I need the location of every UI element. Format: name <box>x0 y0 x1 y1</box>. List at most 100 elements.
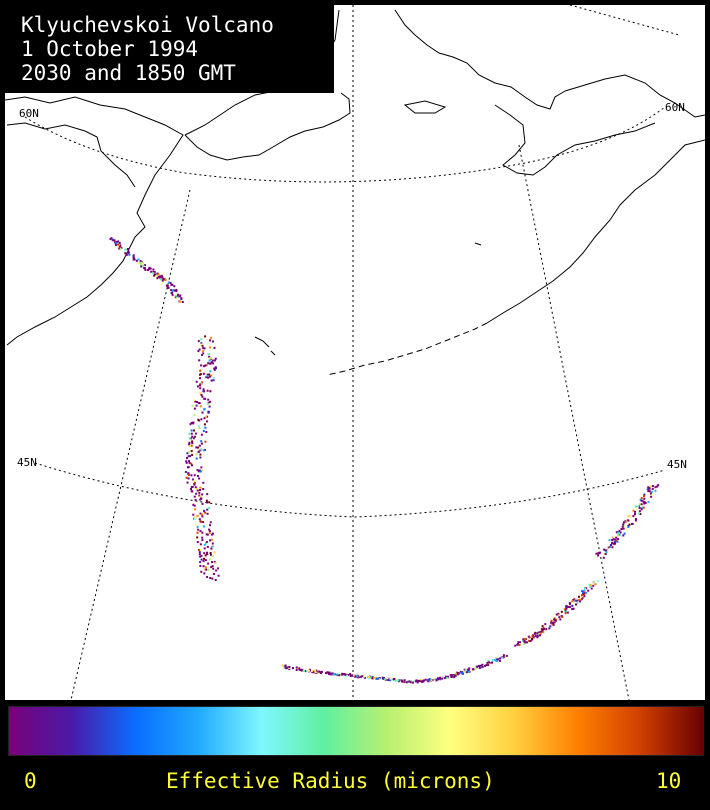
ash-pixel <box>315 669 318 672</box>
ash-pixel <box>211 561 213 564</box>
ash-pixel <box>635 518 637 520</box>
ash-pixel <box>522 639 524 642</box>
ash-pixel <box>203 543 206 546</box>
ash-pixel <box>581 594 583 597</box>
ash-pixel <box>212 362 215 365</box>
ash-pixel <box>465 671 468 674</box>
ash-pixel <box>460 672 463 675</box>
ash-pixel <box>204 364 207 367</box>
ash-pixel <box>424 678 427 681</box>
ash-pixel <box>565 607 568 610</box>
ash-pixel <box>187 466 189 469</box>
ash-pixel <box>200 346 203 349</box>
ash-pixel <box>138 262 141 264</box>
ash-pixel <box>202 347 205 350</box>
ash-pixel <box>209 362 211 365</box>
ash-pixel <box>505 654 508 657</box>
ash-pixel <box>132 258 135 261</box>
ash-pixel <box>449 674 452 677</box>
ash-pixel <box>328 673 330 675</box>
ash-pixel <box>199 405 202 408</box>
ash-pixel <box>202 372 205 375</box>
ash-pixel <box>648 490 651 493</box>
ash-pixel <box>115 240 118 243</box>
ash-pixel <box>159 277 162 280</box>
ash-pixel <box>617 532 619 535</box>
ash-pixel <box>173 289 176 292</box>
ash-pixel <box>295 669 298 671</box>
ash-pixel <box>286 666 289 669</box>
ash-pixel <box>389 677 392 680</box>
ash-pixel <box>560 610 563 613</box>
ash-pixel <box>140 263 143 266</box>
ash-pixel <box>189 455 192 458</box>
ash-pixel <box>549 625 552 628</box>
ash-pixel <box>514 644 517 647</box>
ash-pixel <box>533 632 536 635</box>
ash-pixel <box>190 486 193 488</box>
ash-pixel <box>198 426 201 429</box>
ash-pixel <box>204 335 207 338</box>
ash-pixel <box>585 592 588 594</box>
ash-pixel <box>205 542 208 545</box>
ash-pixel <box>174 294 177 297</box>
ash-pixel <box>613 538 616 541</box>
ash-pixel <box>170 292 173 295</box>
ash-pixel <box>638 512 641 515</box>
ash-pixel <box>443 677 446 680</box>
ash-pixel <box>109 238 112 240</box>
ash-pixel <box>200 497 203 500</box>
coastline-alaska-gulf <box>486 139 705 324</box>
ash-pixel <box>186 452 189 455</box>
ash-pixel <box>438 677 441 680</box>
ash-pixel <box>568 601 571 604</box>
ash-pixel <box>534 635 537 637</box>
ash-pixel <box>192 478 194 481</box>
ash-pixel <box>114 242 117 245</box>
ash-pixel <box>196 385 199 388</box>
ash-pixel <box>650 490 653 493</box>
ash-pixel <box>615 536 618 539</box>
ash-pixel <box>593 581 595 584</box>
ash-pixel <box>191 440 194 443</box>
ash-pixel <box>597 580 600 583</box>
title-line-times: 2030 and 1850 GMT <box>21 61 236 85</box>
ash-pixel <box>113 239 116 242</box>
ash-pixel <box>632 509 635 512</box>
ash-pixel <box>435 679 438 682</box>
ash-pixel <box>389 679 392 682</box>
ash-pixel <box>467 669 470 672</box>
ash-pixel <box>148 266 151 269</box>
ash-pixel <box>193 429 195 432</box>
ash-pixel <box>207 362 210 365</box>
ash-pixel <box>123 249 126 252</box>
ash-pixel <box>542 626 545 629</box>
ash-pixel <box>184 471 187 473</box>
ash-pixel <box>411 681 414 684</box>
ash-pixel <box>191 435 194 438</box>
ash-pixel <box>569 603 571 606</box>
ash-pixel <box>381 677 384 680</box>
ash-pixel <box>208 357 211 360</box>
ash-pixel <box>479 664 482 667</box>
ash-pixel <box>199 456 202 459</box>
ash-pixel <box>209 552 212 554</box>
ash-pixel <box>657 484 660 487</box>
ash-pixel <box>604 553 607 556</box>
ash-pixel <box>618 533 621 536</box>
ash-pixel <box>208 373 211 376</box>
ash-pixel <box>115 243 117 246</box>
ash-pixel <box>188 443 191 446</box>
ash-pixel <box>292 667 294 670</box>
ash-pixel <box>429 678 432 680</box>
ash-pixel <box>167 281 170 284</box>
label-60n-east: 60N <box>665 101 685 114</box>
ash-pixel <box>407 680 410 683</box>
st-lawrence-island <box>403 100 447 114</box>
ash-pixel <box>551 623 554 626</box>
ash-pixel <box>282 666 285 669</box>
ash-pixel <box>198 518 201 521</box>
ash-pixel <box>210 361 213 364</box>
ash-pixel <box>518 644 521 647</box>
ash-pixel <box>195 492 198 495</box>
